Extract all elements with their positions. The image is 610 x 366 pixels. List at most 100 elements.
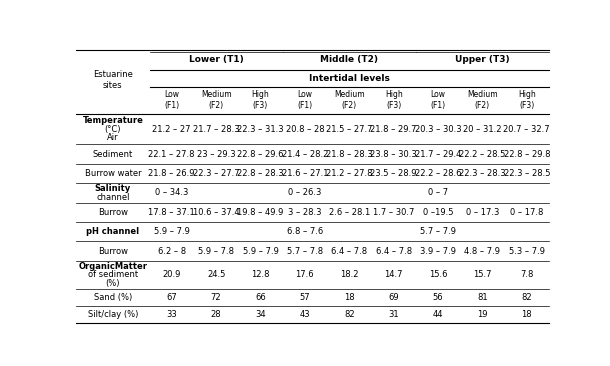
Text: 18: 18 xyxy=(522,310,532,319)
Text: 24.5: 24.5 xyxy=(207,270,225,279)
Text: 20.3 – 30.3: 20.3 – 30.3 xyxy=(415,124,461,134)
Text: 21.2 – 27: 21.2 – 27 xyxy=(152,124,191,134)
Text: 21.2 – 27.8: 21.2 – 27.8 xyxy=(326,169,373,178)
Text: 31: 31 xyxy=(389,310,399,319)
Text: 2.6 – 28.1: 2.6 – 28.1 xyxy=(329,208,370,217)
Text: 21.7 – 28.3: 21.7 – 28.3 xyxy=(193,124,239,134)
Text: 21.5 – 27.7: 21.5 – 27.7 xyxy=(326,124,373,134)
Text: 44: 44 xyxy=(432,310,443,319)
Text: 14.7: 14.7 xyxy=(384,270,403,279)
Text: High
(F3): High (F3) xyxy=(251,90,270,110)
Text: 20.8 – 28: 20.8 – 28 xyxy=(285,124,324,134)
Text: 4.8 – 7.9: 4.8 – 7.9 xyxy=(464,247,500,255)
Text: High
(F3): High (F3) xyxy=(385,90,403,110)
Text: 1.7 – 30.7: 1.7 – 30.7 xyxy=(373,208,414,217)
Text: 5.7 – 7.8: 5.7 – 7.8 xyxy=(287,247,323,255)
Text: 69: 69 xyxy=(389,293,399,302)
Text: 23.5 – 28.9: 23.5 – 28.9 xyxy=(370,169,417,178)
Text: 72: 72 xyxy=(211,293,221,302)
Text: 12.8: 12.8 xyxy=(251,270,270,279)
Text: pH channel: pH channel xyxy=(87,227,140,236)
Text: Medium
(F2): Medium (F2) xyxy=(467,90,498,110)
Text: 20.9: 20.9 xyxy=(162,270,181,279)
Text: Salinity: Salinity xyxy=(95,184,131,193)
Text: 21.8 – 29.7: 21.8 – 29.7 xyxy=(370,124,417,134)
Text: Silt/clay (%): Silt/clay (%) xyxy=(88,310,138,319)
Text: Low
(F1): Low (F1) xyxy=(431,90,445,110)
Text: Burrow: Burrow xyxy=(98,208,128,217)
Text: (%): (%) xyxy=(106,279,120,288)
Text: 82: 82 xyxy=(522,293,532,302)
Text: Estuarine: Estuarine xyxy=(93,70,133,79)
Text: 21.8 – 26.9: 21.8 – 26.9 xyxy=(148,169,195,178)
Text: 0 – 17.8: 0 – 17.8 xyxy=(510,208,544,217)
Text: Medium
(F2): Medium (F2) xyxy=(201,90,231,110)
Text: 22.8 – 29.8: 22.8 – 29.8 xyxy=(504,150,550,159)
Text: High
(F3): High (F3) xyxy=(518,90,536,110)
Text: Low
(F1): Low (F1) xyxy=(297,90,312,110)
Text: Intertidal levels: Intertidal levels xyxy=(309,74,390,83)
Text: 33: 33 xyxy=(167,310,177,319)
Text: 0 – 17.3: 0 – 17.3 xyxy=(465,208,499,217)
Text: 28: 28 xyxy=(211,310,221,319)
Text: 23.8 – 30.3: 23.8 – 30.3 xyxy=(370,150,417,159)
Text: (°C): (°C) xyxy=(105,124,121,134)
Text: Air: Air xyxy=(107,133,119,142)
Text: 6.2 – 8: 6.2 – 8 xyxy=(157,247,186,255)
Text: 5.9 – 7.8: 5.9 – 7.8 xyxy=(198,247,234,255)
Text: 56: 56 xyxy=(432,293,443,302)
Text: 21.8 – 28.3: 21.8 – 28.3 xyxy=(326,150,373,159)
Text: Sediment: Sediment xyxy=(93,150,133,159)
Text: 22.3 – 28.5: 22.3 – 28.5 xyxy=(504,169,550,178)
Text: 57: 57 xyxy=(300,293,310,302)
Text: 43: 43 xyxy=(300,310,310,319)
Text: channel: channel xyxy=(96,193,130,202)
Text: 3.9 – 7.9: 3.9 – 7.9 xyxy=(420,247,456,255)
Text: 22.3 – 31.3: 22.3 – 31.3 xyxy=(237,124,284,134)
Text: 22.8 – 29.6: 22.8 – 29.6 xyxy=(237,150,284,159)
Text: 22.8 – 28.3: 22.8 – 28.3 xyxy=(237,169,284,178)
Text: 22.2 – 28.5: 22.2 – 28.5 xyxy=(459,150,506,159)
Text: 0 – 34.3: 0 – 34.3 xyxy=(155,188,188,197)
Text: 19.8 – 49.9: 19.8 – 49.9 xyxy=(237,208,284,217)
Text: Temperature: Temperature xyxy=(82,116,143,125)
Text: 6.8 – 7.6: 6.8 – 7.6 xyxy=(287,227,323,236)
Text: 17.8 – 37.1: 17.8 – 37.1 xyxy=(148,208,195,217)
Text: 5.7 – 7.9: 5.7 – 7.9 xyxy=(420,227,456,236)
Text: 18.2: 18.2 xyxy=(340,270,359,279)
Text: Middle (T2): Middle (T2) xyxy=(320,55,378,64)
Text: 5.3 – 7.9: 5.3 – 7.9 xyxy=(509,247,545,255)
Text: 6.4 – 7.8: 6.4 – 7.8 xyxy=(376,247,412,255)
Text: 18: 18 xyxy=(344,293,354,302)
Text: 22.3 – 28.3: 22.3 – 28.3 xyxy=(459,169,506,178)
Text: 0 –19.5: 0 –19.5 xyxy=(423,208,453,217)
Text: 5.9 – 7.9: 5.9 – 7.9 xyxy=(154,227,190,236)
Text: 21.4 – 28.2: 21.4 – 28.2 xyxy=(282,150,328,159)
Text: 17.6: 17.6 xyxy=(296,270,314,279)
Text: 21.6 – 27.1: 21.6 – 27.1 xyxy=(282,169,328,178)
Text: 10.6 – 37.4: 10.6 – 37.4 xyxy=(193,208,239,217)
Text: of sediment: of sediment xyxy=(88,270,138,279)
Text: Lower (T1): Lower (T1) xyxy=(188,55,243,64)
Text: 0 – 26.3: 0 – 26.3 xyxy=(288,188,321,197)
Text: Low
(F1): Low (F1) xyxy=(164,90,179,110)
Text: Sand (%): Sand (%) xyxy=(94,293,132,302)
Text: 20 – 31.2: 20 – 31.2 xyxy=(463,124,501,134)
Text: 3 – 28.3: 3 – 28.3 xyxy=(288,208,321,217)
Text: Burrow: Burrow xyxy=(98,247,128,255)
Text: 21.7 – 29.4: 21.7 – 29.4 xyxy=(415,150,461,159)
Text: 15.7: 15.7 xyxy=(473,270,492,279)
Text: 0 – 7: 0 – 7 xyxy=(428,188,448,197)
Text: 67: 67 xyxy=(167,293,177,302)
Text: 23 – 29.3: 23 – 29.3 xyxy=(197,150,235,159)
Text: Medium
(F2): Medium (F2) xyxy=(334,90,365,110)
Text: 34: 34 xyxy=(255,310,266,319)
Text: 5.9 – 7.9: 5.9 – 7.9 xyxy=(243,247,278,255)
Text: 22.2 – 28.6: 22.2 – 28.6 xyxy=(415,169,461,178)
Text: sites: sites xyxy=(103,81,123,90)
Text: 7.8: 7.8 xyxy=(520,270,534,279)
Text: 81: 81 xyxy=(477,293,488,302)
Text: 22.3 – 27.7: 22.3 – 27.7 xyxy=(193,169,239,178)
Text: Burrow water: Burrow water xyxy=(85,169,141,178)
Text: 82: 82 xyxy=(344,310,354,319)
